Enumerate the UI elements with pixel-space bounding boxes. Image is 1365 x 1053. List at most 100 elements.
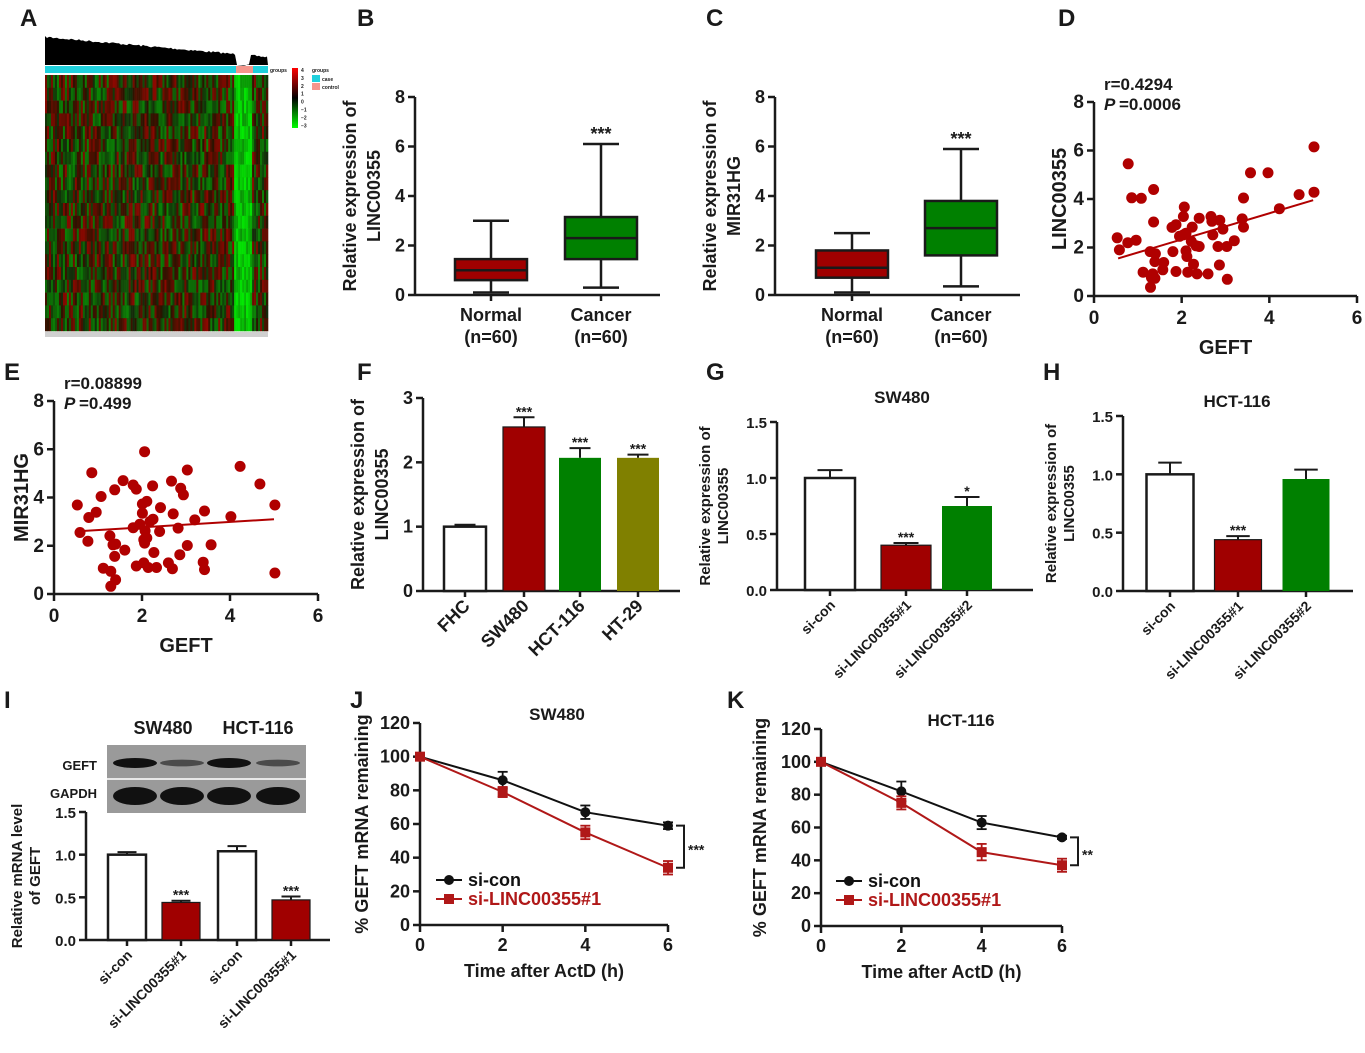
heatmap-cell [45, 267, 48, 281]
heatmap-cell [258, 113, 261, 127]
heatmap-cell [72, 126, 76, 140]
heatmap-cell [262, 318, 265, 332]
heatmap-cell [212, 190, 215, 204]
heatmap-cell [62, 215, 66, 229]
heatmap-cell [266, 228, 269, 242]
heatmap-cell [54, 279, 58, 293]
panel-label-g: G [706, 359, 725, 386]
heatmap-cell [62, 292, 66, 306]
heatmap-cell [214, 177, 217, 191]
heatmap-cell [154, 228, 157, 242]
heatmap-cell [118, 113, 121, 127]
heatmap-cell [84, 151, 88, 165]
panel-label-b: B [357, 5, 374, 32]
heatmap-cell [262, 177, 265, 191]
heatmap-cell [158, 279, 161, 293]
heatmap-cell [90, 113, 94, 127]
heatmap-cell [110, 87, 113, 101]
y-tick-label: 0 [801, 916, 811, 936]
heatmap-cell [50, 87, 54, 101]
significance-label: *** [572, 434, 589, 450]
heatmap-cell [188, 100, 191, 114]
heatmap-cell [98, 241, 102, 255]
heatmap-cell [148, 203, 151, 217]
heatmap-cell [86, 215, 90, 229]
heatmap-cell [74, 190, 78, 204]
heatmap-cell [126, 254, 129, 268]
heatmap-cell [222, 113, 225, 127]
heatmap-cell [82, 177, 86, 191]
heatmap-cell [188, 177, 191, 191]
heatmap-cell [252, 164, 255, 178]
heatmap-cell [222, 177, 225, 191]
heatmap-cell [222, 215, 225, 229]
heatmap-cell [124, 254, 127, 268]
group-bar-control [236, 66, 253, 73]
heatmap-cell [220, 267, 223, 281]
bar-ht-29 [617, 457, 659, 591]
heatmap-cell [186, 292, 189, 306]
heatmap-cell [190, 177, 193, 191]
heatmap-cell [118, 241, 121, 255]
heatmap-cell [110, 267, 113, 281]
heatmap-cell [166, 100, 169, 114]
significance-label: *** [516, 403, 533, 419]
heatmap-cell [176, 254, 179, 268]
y-tick-label: 0.0 [1092, 584, 1113, 601]
heatmap-cell [62, 151, 66, 165]
heatmap-cell [156, 190, 159, 204]
heatmap-cell [148, 164, 151, 178]
heatmap-cell [248, 151, 251, 165]
heatmap-cell [150, 75, 153, 89]
heatmap-cell [150, 292, 153, 306]
heatmap-cell [222, 100, 225, 114]
heatmap-cell [168, 254, 171, 268]
heatmap-cell [250, 292, 253, 306]
heatmap-cell [102, 292, 106, 306]
heatmap-cell [92, 318, 96, 332]
heatmap-cell [48, 126, 52, 140]
heatmap-cell [114, 292, 117, 306]
heatmap-cell [76, 292, 80, 306]
heatmap-cell [168, 139, 171, 153]
heatmap-cell [108, 254, 111, 268]
heatmap-cell [100, 228, 104, 242]
data-point [225, 511, 237, 523]
y-tick-label: 2 [33, 536, 44, 557]
y-axis-title: Relative expression of [1043, 423, 1060, 583]
heatmap-cell [262, 151, 265, 165]
heatmap-cell [168, 75, 171, 89]
heatmap-cell [148, 267, 151, 281]
heatmap-cell [56, 203, 60, 217]
heatmap-cell [108, 215, 111, 229]
heatmap-cell [108, 292, 111, 306]
heatmap-cell [80, 100, 84, 114]
heatmap-cell [236, 254, 239, 268]
heatmap-cell [82, 126, 86, 140]
heatmap-cell [170, 190, 173, 204]
heatmap-cell [102, 241, 106, 255]
y-tick-label: 6 [1073, 141, 1084, 162]
heatmap-cell [112, 241, 115, 255]
heatmap-cell [138, 177, 141, 191]
x-tick-label: 0 [49, 606, 60, 627]
heatmap-cell [92, 292, 96, 306]
heatmap-cell [120, 75, 123, 89]
heatmap-cell [120, 190, 123, 204]
heatmap-cell [138, 113, 141, 127]
heatmap-cell [108, 190, 111, 204]
heatmap-cell [148, 228, 151, 242]
heatmap-cell [82, 113, 86, 127]
heatmap-cell [212, 254, 215, 268]
heatmap-cell [140, 87, 143, 101]
heatmap-cell [258, 318, 261, 332]
heatmap-cell [66, 113, 70, 127]
heatmap-cell [132, 305, 135, 319]
heatmap-cell [118, 151, 121, 165]
heatmap-cell [120, 100, 123, 114]
y-axis-title: Relative expression of [348, 398, 368, 590]
heatmap-cell [246, 190, 249, 204]
heatmap-cell [238, 203, 241, 217]
heatmap-cell [80, 292, 84, 306]
heatmap-cell [252, 279, 255, 293]
